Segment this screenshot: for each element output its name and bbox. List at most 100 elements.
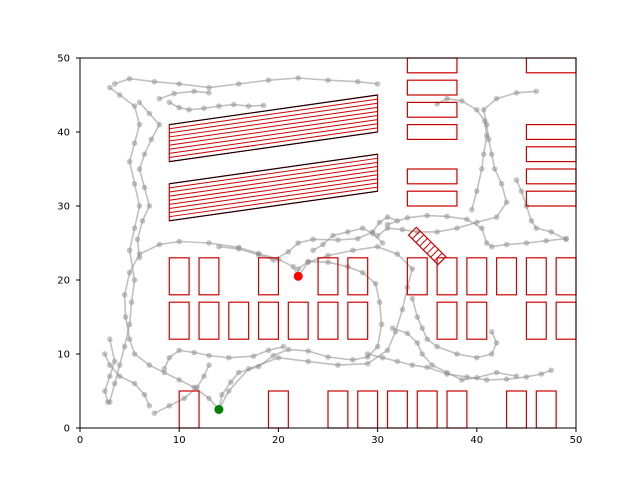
path-node bbox=[394, 251, 401, 257]
path-node bbox=[136, 166, 143, 172]
path-node bbox=[111, 380, 118, 387]
path-node bbox=[206, 240, 212, 246]
path-node bbox=[171, 90, 177, 97]
path-node bbox=[156, 241, 163, 248]
path-node bbox=[126, 75, 133, 82]
slanted-upper-stripe bbox=[169, 98, 378, 130]
diagonal-block-stripe bbox=[433, 252, 443, 262]
path-node bbox=[379, 240, 386, 246]
x-tick-label: 0 bbox=[77, 435, 83, 446]
path-node bbox=[548, 367, 554, 374]
obstacle-slot-r2-3 bbox=[228, 301, 250, 340]
path-node bbox=[464, 216, 470, 223]
slanted-upper-stripe bbox=[169, 119, 378, 150]
obstacle-slot-r3-9 bbox=[496, 257, 518, 296]
path-node bbox=[126, 321, 133, 328]
path-node bbox=[384, 214, 391, 220]
path-node bbox=[434, 229, 440, 235]
path-node bbox=[107, 84, 113, 91]
path-node bbox=[325, 259, 331, 266]
path-node bbox=[378, 321, 385, 328]
path-node bbox=[107, 373, 113, 380]
path-node bbox=[166, 99, 173, 106]
path-node bbox=[528, 218, 535, 224]
path-node bbox=[359, 269, 366, 276]
path-node bbox=[359, 225, 366, 231]
x-tick-label: 20 bbox=[272, 435, 285, 446]
path-node bbox=[131, 225, 138, 231]
path-node bbox=[409, 362, 416, 368]
path-node bbox=[176, 81, 182, 87]
obstacle-slot-top-1 bbox=[406, 190, 458, 207]
x-tick-label: 50 bbox=[570, 435, 583, 446]
path-line bbox=[387, 214, 567, 248]
path-node bbox=[424, 212, 431, 219]
y-tick-label: 20 bbox=[57, 276, 70, 287]
slanted-lower-stripe bbox=[169, 170, 378, 201]
path-node bbox=[488, 151, 495, 157]
obstacle-slot-r2-6 bbox=[317, 301, 339, 340]
obstacle-slot-r3-8 bbox=[466, 257, 488, 296]
path-node bbox=[419, 351, 426, 357]
path-node bbox=[102, 351, 108, 357]
path-node bbox=[414, 314, 421, 320]
slanted-lower-lane bbox=[169, 153, 378, 185]
slanted-upper-stripe bbox=[169, 106, 378, 138]
path-node bbox=[459, 377, 465, 383]
path-node bbox=[481, 118, 488, 124]
obstacle-slot-r2-7 bbox=[347, 301, 369, 340]
path-node bbox=[384, 347, 391, 354]
path-node bbox=[503, 241, 510, 248]
path-node bbox=[131, 380, 138, 387]
path-node bbox=[131, 277, 138, 283]
path-node bbox=[275, 354, 282, 361]
path-node bbox=[280, 343, 287, 350]
path-node bbox=[121, 292, 128, 298]
path-node bbox=[419, 325, 426, 331]
goal-marker bbox=[293, 271, 303, 281]
path-node bbox=[513, 373, 520, 380]
y-tick-label: 10 bbox=[57, 350, 70, 361]
path-node bbox=[226, 354, 232, 361]
path-node bbox=[513, 177, 520, 183]
obstacle-slot-r3-1 bbox=[168, 257, 190, 296]
path-node bbox=[181, 395, 187, 402]
slanted-upper-stripe bbox=[169, 110, 378, 142]
path-node bbox=[493, 95, 500, 102]
path-node bbox=[219, 391, 225, 398]
path-node bbox=[454, 351, 460, 357]
path-node bbox=[305, 348, 312, 354]
obstacle-slot-r2-1 bbox=[168, 301, 190, 340]
path-node bbox=[533, 88, 540, 95]
path-node bbox=[116, 373, 123, 380]
path-node bbox=[235, 246, 242, 252]
path-node bbox=[374, 81, 381, 87]
path-node bbox=[216, 103, 222, 109]
path-node bbox=[483, 240, 490, 246]
path-node bbox=[128, 299, 135, 306]
path-node bbox=[245, 103, 252, 109]
path-node bbox=[146, 110, 153, 117]
diagonal-block-stripe bbox=[411, 230, 421, 240]
path-node bbox=[479, 225, 485, 231]
path-node bbox=[131, 351, 138, 357]
path-line bbox=[436, 97, 488, 210]
path-node bbox=[434, 343, 440, 350]
path-node bbox=[126, 247, 133, 254]
path-node bbox=[166, 403, 173, 409]
slanted-lower-stripe bbox=[169, 174, 378, 205]
axis-layer: 0 10 20 30 40 50 0 10 20 30 40 50 bbox=[57, 54, 582, 447]
diagonal-block-stripe bbox=[430, 249, 439, 258]
path-node bbox=[404, 215, 411, 221]
diagonal-block-stripe bbox=[422, 241, 432, 251]
path-node bbox=[424, 364, 431, 371]
path-node bbox=[235, 369, 242, 376]
path-node bbox=[295, 266, 302, 272]
path-node bbox=[228, 379, 234, 385]
path-node bbox=[399, 226, 406, 233]
path-node bbox=[325, 354, 331, 360]
path-node bbox=[122, 314, 129, 320]
marker-layer bbox=[214, 271, 303, 414]
path-node bbox=[111, 81, 118, 87]
path-node bbox=[206, 362, 212, 368]
